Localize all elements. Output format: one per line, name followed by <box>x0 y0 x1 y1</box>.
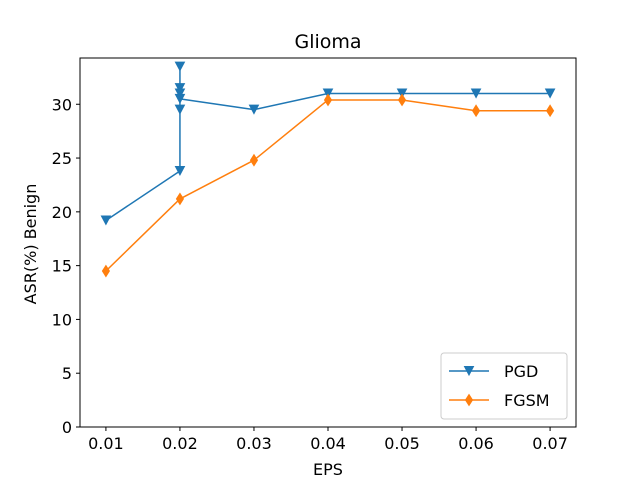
data-point-pgd <box>174 93 186 104</box>
data-point-pgd <box>174 61 186 72</box>
data-point-fgsm <box>101 264 111 278</box>
data-point-fgsm <box>397 93 407 107</box>
legend-box <box>440 352 568 420</box>
data-point-pgd <box>174 104 186 115</box>
y-tick-label: 5 <box>62 364 72 383</box>
data-point-pgd <box>100 215 112 226</box>
data-point-fgsm <box>249 153 259 167</box>
x-tick-label: 0.05 <box>384 434 420 453</box>
x-tick-label: 0.02 <box>162 434 198 453</box>
data-point-pgd <box>396 88 408 99</box>
chart-marks <box>100 61 556 278</box>
data-point-fgsm <box>323 93 333 107</box>
chart-legend: PGD FGSM <box>440 352 568 420</box>
legend-marker-fgsm <box>464 393 474 407</box>
chart-axes: 0.01 0.02 0.03 0.04 0.05 0.06 0.07 0 5 10 15 20 25 30 <box>52 57 577 453</box>
y-tick-label: 25 <box>52 149 72 168</box>
y-axis-label: ASR(%) Benign <box>21 184 40 305</box>
y-tick-label: 0 <box>62 418 72 437</box>
chart-title: Glioma <box>294 31 361 53</box>
y-tick-label: 20 <box>52 203 72 222</box>
data-point-fgsm <box>471 104 481 118</box>
x-tick-label: 0.06 <box>458 434 494 453</box>
x-axis-label: EPS <box>313 460 343 479</box>
data-point-pgd <box>174 88 186 99</box>
legend-marker-pgd <box>463 366 475 377</box>
data-point-fgsm <box>175 192 185 206</box>
data-point-pgd <box>174 165 186 177</box>
data-point-pgd <box>248 104 260 115</box>
y-tick-label: 15 <box>52 257 72 276</box>
x-tick-label: 0.07 <box>532 434 568 453</box>
legend-label-fgsm: FGSM <box>504 391 550 410</box>
data-point-pgd <box>470 88 482 99</box>
data-point-pgd <box>544 88 556 99</box>
legend-label-pgd: PGD <box>504 362 538 381</box>
x-tick-label: 0.03 <box>236 434 272 453</box>
y-tick-label: 10 <box>52 310 72 329</box>
y-tick-label: 30 <box>52 95 72 114</box>
data-point-pgd <box>174 83 186 94</box>
x-tick-label: 0.01 <box>88 434 124 453</box>
data-point-fgsm <box>545 104 555 118</box>
x-tick-label: 0.04 <box>310 434 346 453</box>
data-point-pgd <box>322 88 334 99</box>
